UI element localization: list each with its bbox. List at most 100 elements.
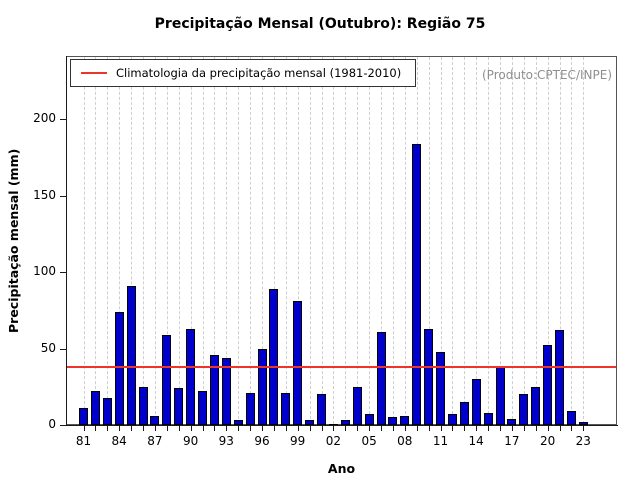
x-tick-label-08: 08: [397, 434, 413, 448]
bar-2020: [543, 345, 553, 425]
bar-2022: [566, 411, 576, 425]
x-tick-2008: [404, 426, 406, 431]
gridline-1988: [166, 57, 168, 424]
gridline-2020: [547, 57, 549, 424]
y-axis-line: [66, 56, 67, 426]
x-tick-1999: [297, 426, 299, 431]
gridline-2014: [476, 57, 478, 424]
bar-1991: [198, 391, 207, 425]
bar-2011: [436, 351, 445, 425]
bar-1985: [126, 285, 136, 425]
gridline-2007: [392, 57, 394, 424]
bar-2013: [459, 402, 469, 425]
gridline-2011: [440, 57, 442, 424]
x-tick-1983: [107, 426, 109, 431]
gridline-2008: [404, 57, 406, 424]
x-tick-1989: [178, 426, 180, 431]
y-tick-50: [60, 348, 66, 350]
bar-2006: [376, 331, 386, 425]
x-tick-label-84: 84: [111, 434, 127, 448]
gridline-2019: [535, 57, 537, 424]
gridline-1998: [285, 57, 287, 424]
x-tick-1991: [202, 426, 204, 431]
bar-1999: [293, 301, 303, 425]
x-tick-2013: [464, 426, 466, 431]
x-tick-1984: [119, 426, 121, 431]
gridline-1989: [178, 57, 180, 424]
bar-1992: [209, 354, 219, 425]
x-tick-2012: [452, 426, 454, 431]
x-tick-label-87: 87: [147, 434, 163, 448]
legend-box: Climatologia da precipitação mensal (198…: [70, 59, 417, 87]
gridline-2006: [381, 57, 382, 424]
bar-2003: [340, 420, 350, 425]
bar-1990: [186, 328, 196, 425]
x-tick-2015: [488, 426, 490, 431]
x-tick-2018: [523, 426, 525, 431]
gridline-1983: [107, 57, 109, 424]
bar-2015: [483, 412, 493, 425]
x-tick-1993: [226, 426, 228, 431]
x-tick-1982: [95, 426, 97, 431]
y-tick-label-100: 100: [33, 264, 56, 278]
bar-2019: [531, 386, 541, 426]
x-tick-2020: [547, 426, 549, 431]
x-tick-label-02: 02: [325, 434, 342, 448]
gridline-2003: [345, 57, 347, 424]
gridline-2001: [321, 57, 323, 424]
gridline-2013: [464, 57, 466, 424]
gridline-2023: [583, 57, 585, 424]
x-tick-2011: [440, 426, 442, 431]
gridline-2010: [428, 57, 430, 424]
bar-2007: [388, 417, 398, 426]
x-tick-2019: [535, 426, 537, 431]
gridline-2018: [523, 57, 525, 424]
gridline-2012: [452, 57, 454, 424]
bar-1983: [102, 397, 112, 425]
x-tick-1985: [131, 426, 133, 431]
x-tick-1986: [143, 426, 144, 431]
y-tick-label-150: 150: [33, 187, 56, 202]
bar-1998: [281, 392, 291, 425]
x-tick-1995: [250, 426, 252, 431]
gridline-1994: [238, 57, 240, 424]
bar-2018: [519, 394, 529, 425]
x-tick-2010: [428, 426, 430, 431]
gridline-1984: [119, 57, 121, 424]
gridline-1999: [297, 57, 299, 424]
bar-2014: [471, 379, 481, 425]
gridline-1996: [262, 57, 263, 424]
y-tick-label-200: 200: [33, 111, 56, 125]
x-tick-label-81: 81: [75, 434, 92, 448]
plot-area: [66, 56, 617, 425]
x-tick-1981: [83, 426, 85, 431]
x-axis-title: Ano: [327, 461, 356, 476]
bar-2004: [352, 386, 362, 426]
x-tick-2006: [381, 426, 382, 431]
gridline-2017: [511, 57, 513, 424]
bar-2021: [555, 330, 564, 425]
bar-2008: [400, 415, 410, 425]
x-tick-2001: [321, 426, 323, 431]
x-tick-1990: [190, 426, 192, 431]
x-tick-2007: [392, 426, 394, 431]
x-tick-2016: [500, 426, 501, 431]
bar-1984: [114, 311, 124, 425]
x-tick-1992: [214, 426, 216, 431]
bar-2001: [317, 394, 326, 425]
y-tick-100: [60, 272, 66, 273]
y-tick-150: [60, 195, 66, 197]
x-tick-1994: [238, 426, 240, 431]
x-tick-2009: [416, 426, 418, 431]
x-tick-2023: [583, 426, 585, 431]
x-tick-label-17: 17: [504, 434, 520, 448]
gridline-2004: [357, 57, 359, 424]
gridline-1995: [250, 57, 252, 424]
gridline-1986: [143, 57, 144, 424]
x-tick-1998: [285, 426, 287, 431]
bar-2016: [495, 366, 505, 425]
legend-label: Climatologia da precipitação mensal (198…: [116, 66, 402, 80]
y-tick-label-50: 50: [40, 340, 56, 355]
x-tick-label-11: 11: [432, 434, 449, 448]
x-tick-1997: [273, 426, 275, 431]
